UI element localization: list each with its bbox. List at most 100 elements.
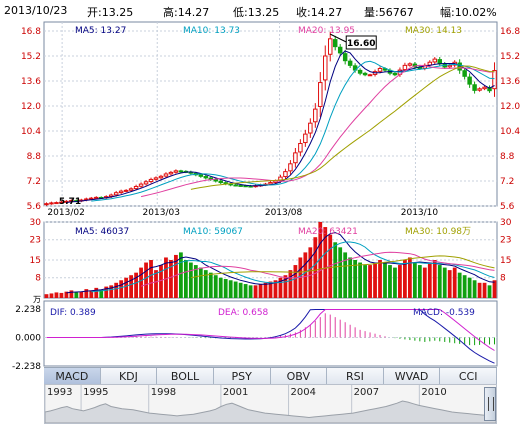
volume-bar	[134, 272, 138, 298]
candle-body	[377, 68, 383, 72]
navigator-year: 2007	[353, 387, 380, 398]
candle-body	[198, 174, 204, 177]
volume-ma20-line	[140, 251, 495, 287]
price-legend-3: MA30: 14.13	[405, 26, 462, 36]
candle-body	[298, 143, 303, 153]
candle-body	[337, 46, 343, 54]
volume-bar	[164, 257, 168, 298]
volume-bar	[263, 282, 268, 298]
volume-bar	[318, 222, 323, 298]
time-navigator[interactable]: 1993 1995 1998 2001 2004 2007 2010	[44, 384, 497, 424]
volume-bar	[412, 262, 417, 298]
navigator-year: 1998	[150, 387, 177, 398]
tab-psy[interactable]: PSY	[213, 368, 271, 385]
candle-body	[133, 185, 139, 190]
volume-bar	[64, 291, 69, 298]
volume-bar	[268, 281, 273, 298]
volume-bar	[84, 289, 89, 298]
header-close: 收:14.27	[296, 6, 343, 19]
volume-bar	[238, 282, 243, 298]
candle-body	[108, 194, 114, 197]
candle-body	[467, 76, 472, 85]
high-annotation: 16.60	[347, 39, 375, 49]
volume-bar	[139, 267, 143, 298]
volume-bar	[218, 277, 223, 298]
navigator-year: 1993	[47, 387, 73, 398]
volume-bar	[427, 262, 432, 298]
volume-bar	[114, 282, 119, 298]
volume-bar	[368, 265, 372, 298]
price-tick-left: 7.2	[27, 177, 41, 187]
volume-bar	[358, 262, 362, 298]
volume-bar	[407, 257, 412, 298]
volume-bar	[422, 267, 427, 298]
tab-cci[interactable]: CCI	[440, 368, 497, 385]
volume-bar	[393, 267, 397, 298]
candle-body	[218, 180, 223, 184]
volume-bar	[398, 265, 402, 298]
candle-body	[89, 197, 94, 200]
price-tick-right: 12.0	[500, 102, 520, 112]
candle-body	[472, 84, 477, 91]
volume-bar	[169, 260, 173, 298]
candle-body	[462, 70, 467, 77]
navigator-handle[interactable]	[484, 387, 496, 421]
price-tick-left: 16.8	[21, 27, 41, 37]
macd-legend-2: MACD: -0.539	[413, 308, 475, 318]
tab-rsi[interactable]: RSI	[327, 368, 384, 385]
macd-panel-frame	[43, 300, 498, 367]
ma5-line	[66, 50, 495, 203]
tab-kdj[interactable]: KDJ	[100, 368, 158, 385]
candle-body	[362, 72, 368, 76]
candle-body	[407, 63, 413, 66]
tab-wvad[interactable]: WVAD	[383, 368, 441, 385]
candle-body	[367, 74, 373, 77]
tab-macd[interactable]: MACD	[44, 368, 101, 385]
price-tick-right: 5.6	[500, 202, 515, 212]
tab-boll[interactable]: BOLL	[157, 368, 214, 385]
price-tick-right: 15.2	[500, 52, 520, 62]
volume-bar	[462, 275, 467, 298]
candle-body	[303, 133, 308, 144]
volume-ma5-line	[66, 232, 495, 294]
candle-body	[323, 55, 328, 81]
volume-bar	[323, 227, 328, 298]
candle-body	[118, 190, 124, 194]
volume-bar	[472, 280, 477, 298]
volume-bar	[403, 260, 407, 298]
header-open: 开:13.25	[87, 6, 134, 19]
header-low: 低:13.25	[233, 6, 280, 19]
navigator-area	[45, 400, 496, 423]
volume-bar	[183, 260, 188, 298]
price-x-label: 2013/02	[47, 208, 84, 218]
price-tick-right: 10.4	[500, 127, 520, 137]
candle-body	[123, 189, 129, 192]
header-volume: 量:56767	[364, 6, 414, 19]
volume-bar	[79, 291, 84, 298]
volume-ma30-line	[190, 255, 495, 279]
price-tick-right: 7.2	[500, 177, 514, 187]
volume-tick-right: 15	[500, 256, 511, 266]
candle-body	[447, 64, 452, 68]
candle-body	[94, 196, 99, 199]
navigator-year: 1995	[83, 387, 109, 398]
dea-line	[46, 309, 495, 351]
candle-body	[357, 69, 363, 74]
volume-legend-3: MA30: 10.98万	[405, 227, 471, 237]
tab-obv[interactable]: OBV	[270, 368, 328, 385]
price-tick-left: 10.4	[21, 127, 41, 137]
price-panel-frame	[43, 21, 498, 207]
candle-body	[203, 175, 209, 179]
volume-legend-2: MA20: 63421	[298, 227, 358, 237]
volume-bar	[198, 267, 203, 298]
navigator-sparkline	[45, 385, 496, 423]
price-tick-left: 5.6	[27, 202, 42, 212]
ma30-line	[190, 65, 495, 190]
candle-body	[44, 203, 49, 206]
price-tick-right: 13.6	[500, 77, 520, 87]
candle-body	[332, 39, 338, 48]
candle-body	[308, 122, 313, 134]
volume-bar	[74, 292, 79, 298]
high-annotation-pointer	[330, 33, 347, 43]
volume-bar	[174, 254, 178, 298]
